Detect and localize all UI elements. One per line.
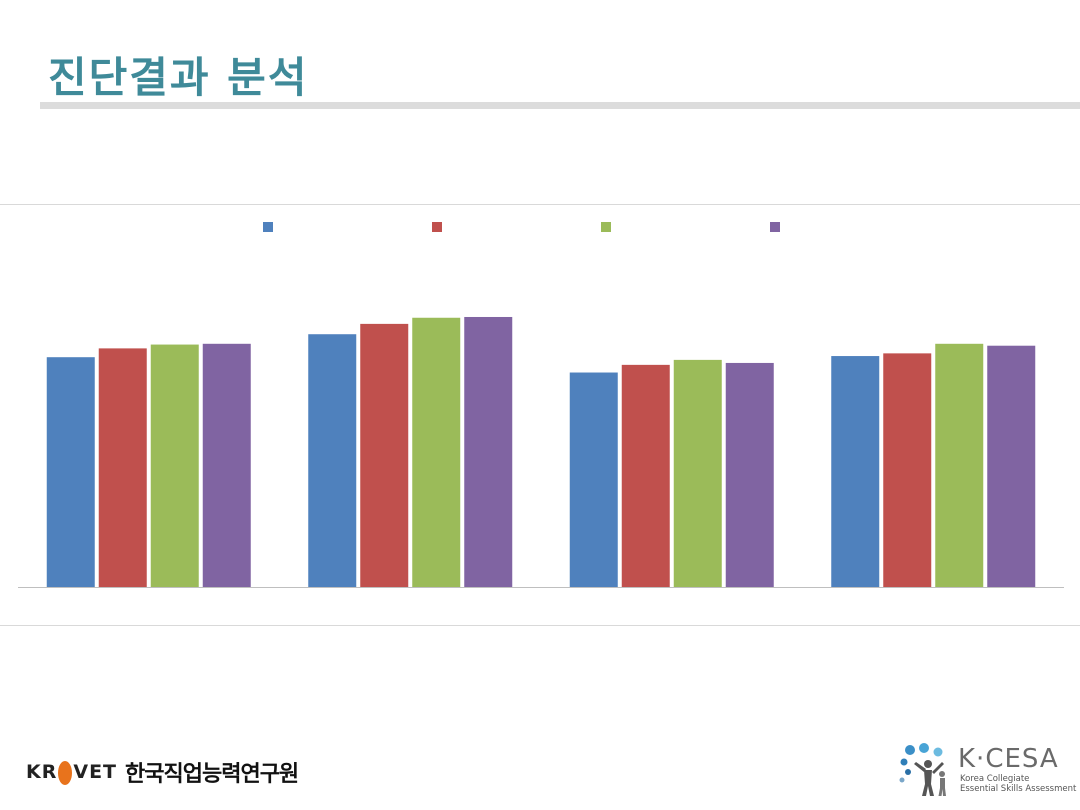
- kcesa-subtitle-line1: Korea Collegiate: [960, 774, 1030, 784]
- bar-4-1: [831, 356, 880, 587]
- bar-3-1: [569, 372, 618, 587]
- kcesa-people-icon: [899, 743, 946, 796]
- bar-1-1: [46, 357, 95, 587]
- bar-4-2: [883, 353, 932, 587]
- krivet-orange-mark-icon: [58, 761, 73, 785]
- bar-4-3: [935, 343, 984, 587]
- bar-2-1: [308, 334, 357, 587]
- bar-2-2: [360, 323, 409, 587]
- slide-title: 진단결과 분석: [48, 53, 309, 102]
- bar-3-3: [673, 359, 722, 587]
- bar-2-4: [464, 316, 513, 587]
- bar-2-3: [412, 317, 461, 587]
- bar-1-2: [98, 348, 147, 587]
- title-underline: [40, 102, 1080, 109]
- legend-marker-2: [432, 222, 442, 232]
- krivet-wordmark: KR VET: [26, 760, 118, 785]
- bar-4-4: [987, 345, 1036, 587]
- kcesa-logo: K·CESA Korea Collegiate Essential Skills…: [898, 740, 1076, 800]
- legend-marker-4: [770, 222, 780, 232]
- legend-marker-3: [601, 222, 611, 232]
- kcesa-subtitle-line2: Essential Skills Assessment: [960, 784, 1077, 794]
- bar-3-2: [621, 364, 670, 587]
- bar-1-4: [202, 343, 251, 587]
- krivet-wordmark-pre: KR: [26, 761, 58, 783]
- bar-chart-svg: [0, 204, 1080, 626]
- krivet-org-name: 한국직업능력연구원: [125, 762, 299, 787]
- krivet-wordmark-post: VET: [73, 761, 118, 783]
- bar-chart: [0, 204, 1080, 626]
- kcesa-name: K·CESA: [958, 744, 1059, 774]
- legend-marker-1: [263, 222, 273, 232]
- bar-1-3: [150, 344, 199, 587]
- krivet-logo: KR VET 한국직업능력연구원: [26, 754, 299, 790]
- kcesa-subtitle: Korea Collegiate Essential Skills Assess…: [960, 774, 1076, 794]
- bar-3-4: [725, 362, 774, 587]
